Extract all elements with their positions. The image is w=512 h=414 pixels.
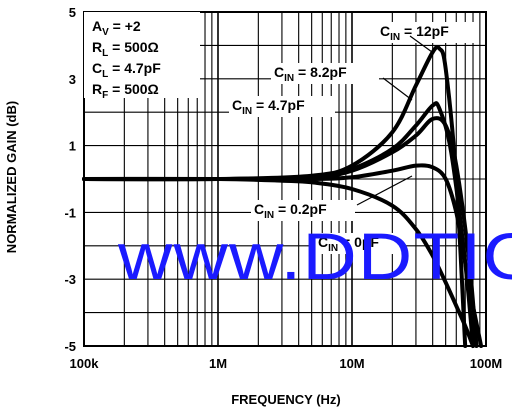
plot-frame (83, 11, 487, 347)
condition-line: RF = 500Ω (92, 81, 159, 101)
series-label: CIN = 0pF (318, 234, 379, 254)
series-label-bg (271, 63, 379, 84)
y-tick-label: 5 (69, 5, 76, 20)
series-curves (82, 45, 484, 348)
series-label-leader (409, 35, 433, 53)
series-label-bg (377, 22, 477, 43)
series-labels: CIN = 12pF CIN = 8.2pF CIN = 4.7pF CIN = 0.… (229, 22, 477, 254)
condition-line: RL = 500Ω (92, 39, 159, 59)
x-axis-label: FREQUENCY (Hz) (231, 392, 341, 407)
x-tick-label: 100k (70, 356, 100, 371)
series-curve-4 (82, 176, 475, 348)
y-tick-labels: 5 3 1 -1 -3 -5 (64, 5, 76, 354)
x-tick-label: 1M (209, 356, 227, 371)
watermark: www.DDTIC (117, 219, 512, 293)
y-tick-label: -1 (64, 205, 76, 220)
series-label-leader (356, 175, 413, 206)
conditions-box-bg (84, 12, 200, 98)
condition-line: AV = +2 (92, 18, 141, 38)
series-label-bg (251, 200, 355, 221)
y-tick-label: -5 (64, 339, 76, 354)
series-label-bg (229, 96, 335, 117)
x-tick-label: 10M (339, 356, 364, 371)
series-label: CIN = 0.2pF (254, 201, 327, 221)
series-label-bg (315, 233, 403, 254)
condition-line: CL = 4.7pF (92, 60, 161, 80)
y-tick-label: -3 (64, 272, 76, 287)
series-label: CIN = 12pF (380, 23, 449, 43)
series-label-leader (382, 77, 413, 101)
x-tick-label: 100M (470, 356, 503, 371)
y-tick-label: 3 (69, 72, 76, 87)
y-axis-label: NORMALIZED GAIN (dB) (4, 101, 19, 253)
series-label: CIN = 8.2pF (274, 64, 347, 84)
series-label: CIN = 4.7pF (232, 97, 305, 117)
x-tick-labels: 100k 1M 10M 100M (70, 356, 503, 371)
y-tick-label: 1 (69, 139, 76, 154)
